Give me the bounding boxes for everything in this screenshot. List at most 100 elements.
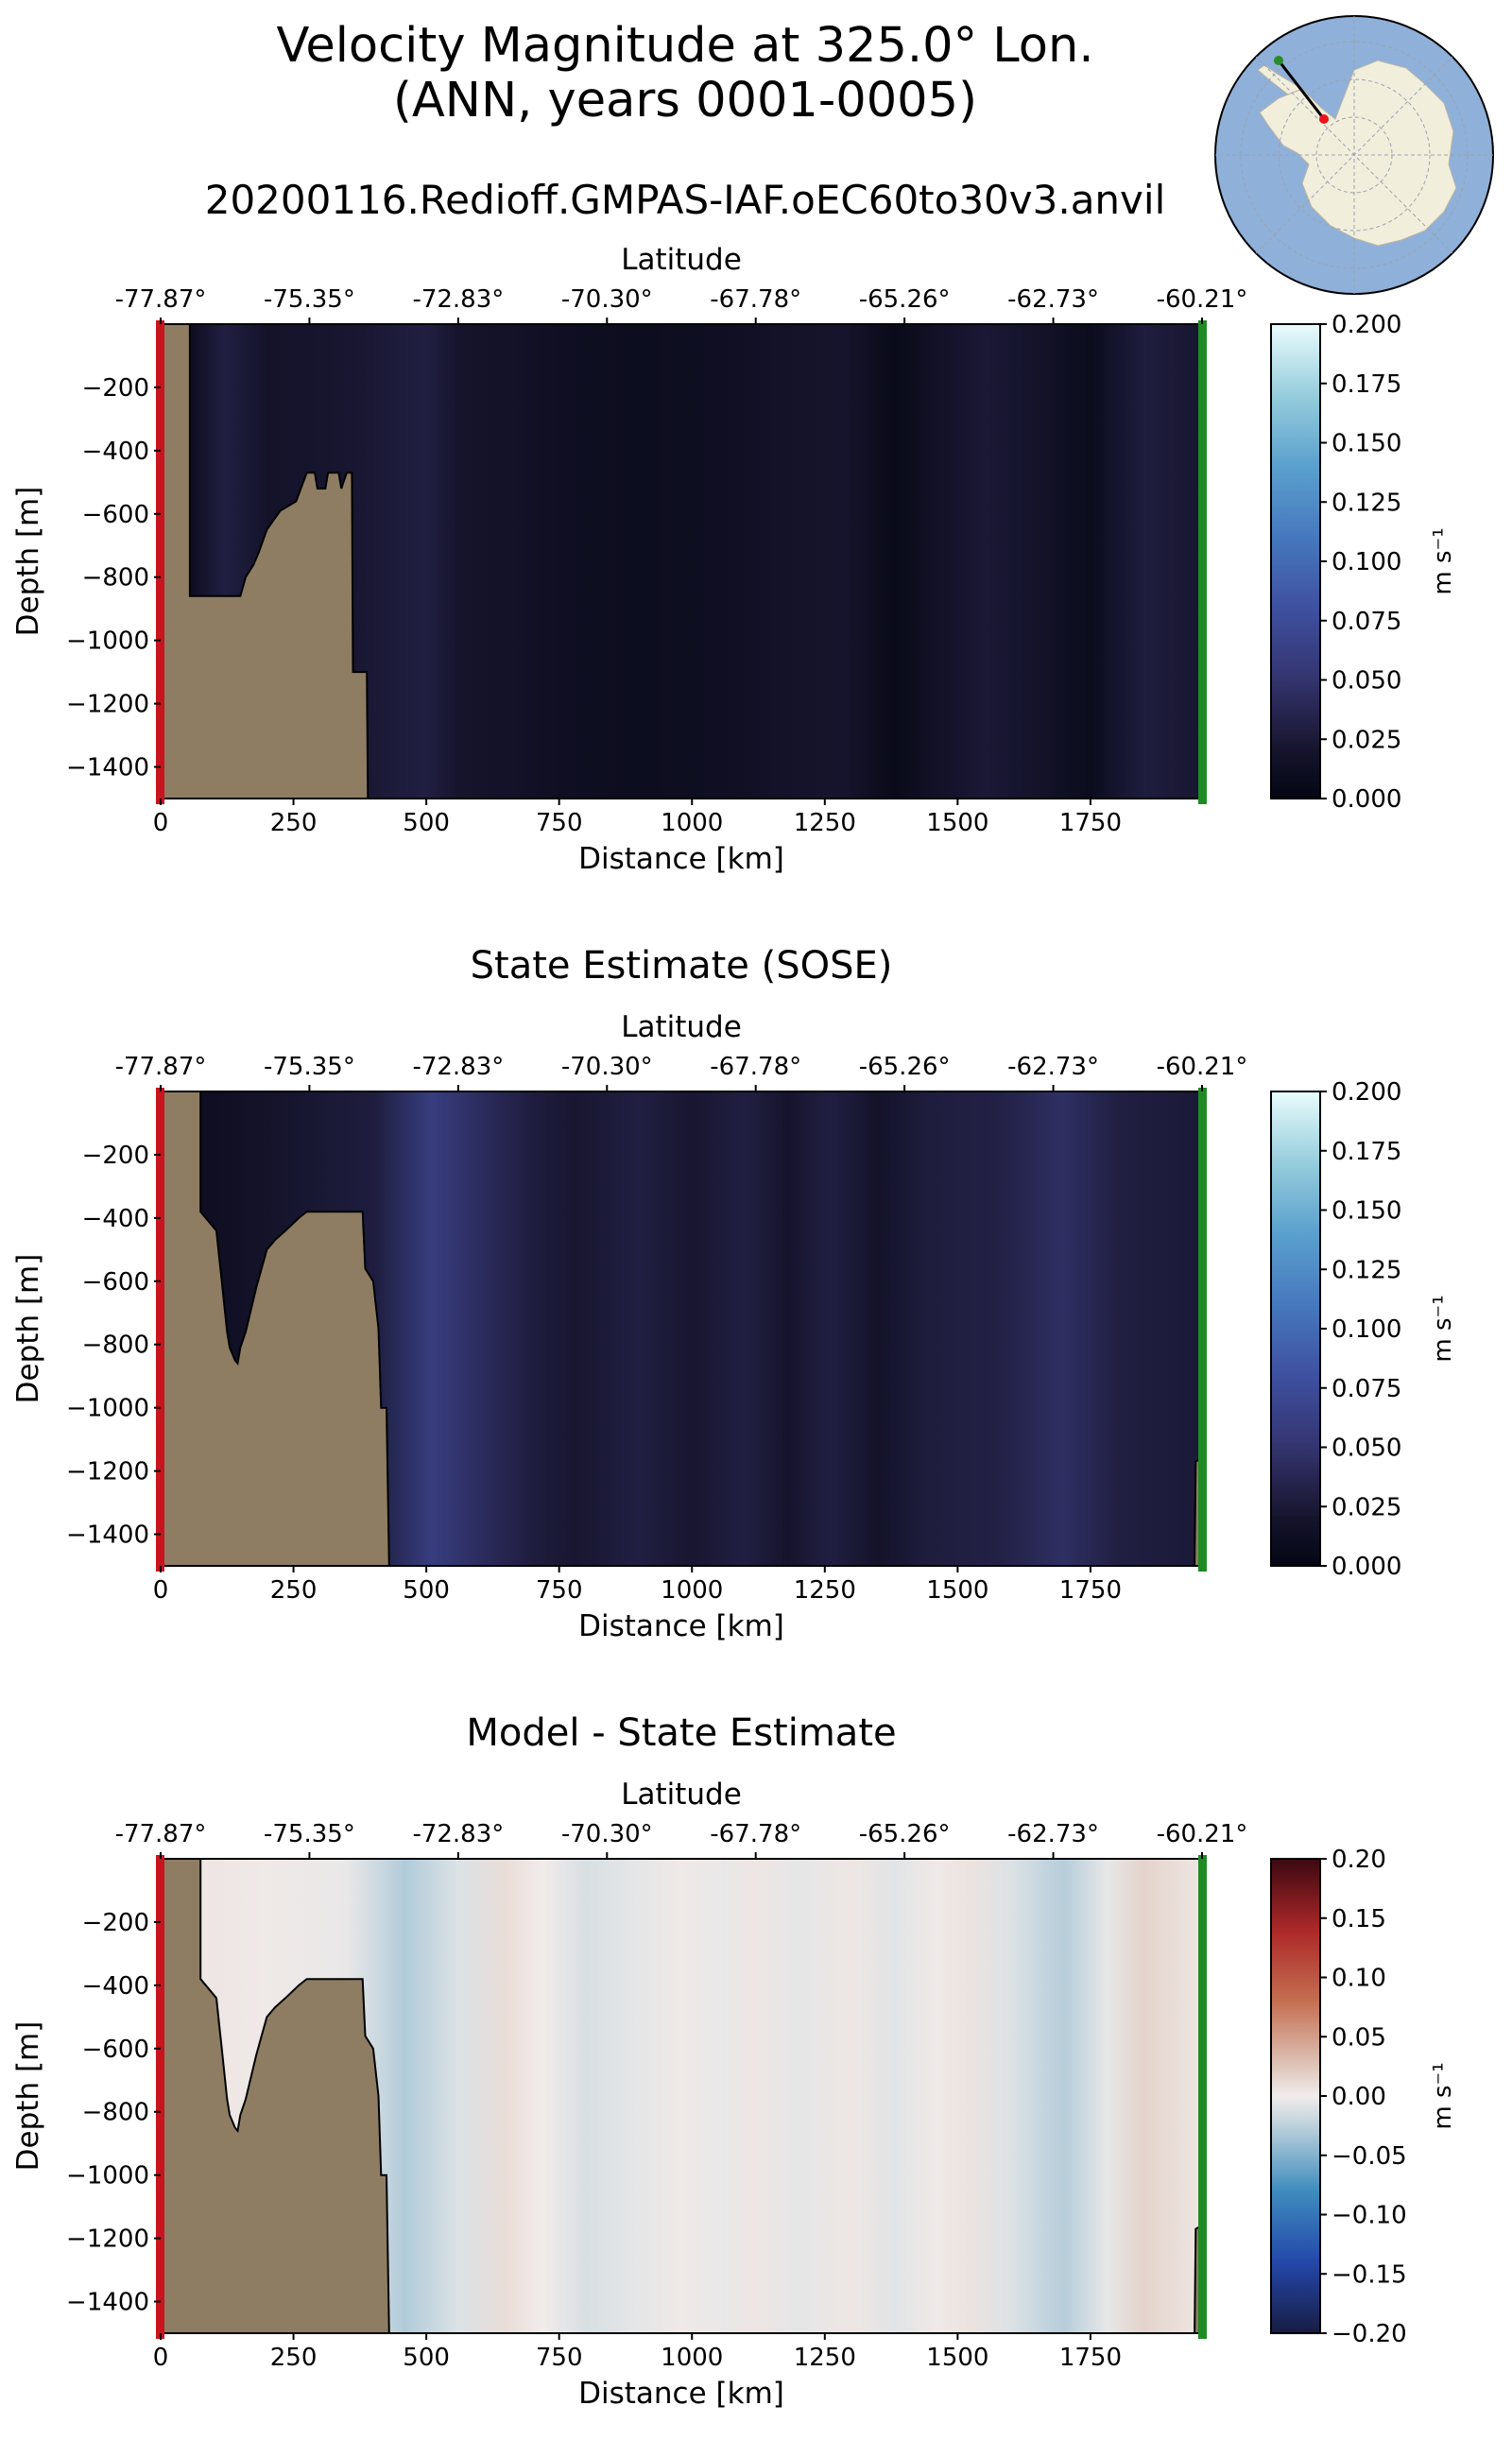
colorbar-tick-label: 0.125 [1332,489,1401,517]
top-tick-label: -67.78° [710,1820,801,1848]
top-tick-label: -60.21° [1157,285,1248,314]
x-tick-label: 1750 [1059,1576,1122,1605]
colorbar-tick-label: 0.075 [1332,1375,1401,1403]
colorbar-tick-label: 0.025 [1332,726,1401,754]
transect-start-marker [156,1855,164,2339]
top-tick-label: -67.78° [710,1053,801,1081]
colorbar [1270,1091,1321,1567]
x-tick-label: 1750 [1059,809,1122,837]
colorbar-tick-label: 0.05 [1332,2023,1386,2052]
top-tick-label: -75.35° [264,285,355,314]
colorbar-tick-label: 0.100 [1332,548,1401,576]
colorbar-tick-label: 0.150 [1332,1197,1401,1226]
colorbar-tick-label: −0.10 [1332,2202,1407,2230]
top-axis-label: Latitude [621,1010,742,1044]
y-tick-label: −1200 [66,691,149,719]
colorbar-tick-label: −0.05 [1332,2142,1407,2171]
top-axis-label: Latitude [621,1778,742,1812]
y-tick-label: −200 [82,374,149,403]
panel-3: Model - State Estimate 0 250 500 750 1000 1250… [11,1711,1457,2411]
y-tick-label: −1000 [66,1395,149,1423]
transect-end-marker [1198,1088,1207,1572]
top-tick-label: -77.87° [115,285,207,314]
colorbar [1270,1858,1321,2334]
x-tick-label: 1750 [1059,2344,1122,2372]
y-tick-label: −400 [82,1972,149,2001]
top-tick-label: -77.87° [115,1820,207,1848]
x-axis-label: Distance [km] [578,842,784,876]
top-tick-label: -72.83° [412,1053,504,1081]
x-tick-label: 500 [403,1576,450,1605]
y-tick-label: −800 [82,2099,149,2127]
top-tick-label: -70.30° [561,285,653,314]
panel-title: State Estimate (SOSE) [471,944,893,988]
colorbar-label: m s⁻¹ [1429,1295,1457,1362]
transect-start-marker [156,1088,164,1572]
y-axis-label: Depth [m] [11,1254,45,1404]
y-tick-label: −1400 [66,1521,149,1550]
x-tick-label: 0 [153,809,169,837]
y-tick-label: −600 [82,2036,149,2064]
y-tick-label: −1200 [66,1458,149,1486]
top-tick-label: -65.26° [859,1053,951,1081]
panel-2: State Estimate (SOSE) 0 250 500 750 1000 1250 1… [11,944,1457,1643]
x-tick-label: 500 [403,2344,450,2372]
y-tick-label: −1400 [66,2289,149,2317]
x-tick-label: 750 [536,809,583,837]
top-tick-label: -62.73° [1007,1053,1099,1081]
colorbar-tick-label: 0.175 [1332,1138,1401,1166]
transect-start-dot [1319,114,1329,124]
y-tick-label: −1200 [66,2225,149,2254]
colorbar-tick-label: 0.050 [1332,667,1401,696]
colorbar-tick-label: 0.000 [1332,1553,1401,1581]
y-tick-label: −200 [82,1142,149,1170]
seafloor-left [160,1858,390,2334]
top-tick-label: -65.26° [859,1820,951,1848]
antarctic-peninsula [1257,64,1304,95]
colorbar-tick-label: 0.15 [1332,1905,1386,1933]
top-tick-label: -72.83° [412,1820,504,1848]
x-tick-label: 1500 [926,2344,988,2372]
x-axis-label: Distance [km] [578,2377,784,2411]
y-tick-label: −200 [82,1909,149,1937]
x-tick-label: 1250 [794,809,856,837]
x-tick-label: 1250 [794,2344,856,2372]
top-tick-label: -60.21° [1157,1820,1248,1848]
run-name: 20200116.Redioff.GMPAS-IAF.oEC60to30v3.a… [204,177,1166,223]
transect-end-marker [1198,320,1207,804]
top-tick-label: -60.21° [1157,1053,1248,1081]
top-tick-label: -75.35° [264,1820,355,1848]
figure-title: Velocity Magnitude at 325.0° Lon. [276,18,1094,74]
y-tick-label: −600 [82,1268,149,1297]
y-tick-label: −800 [82,564,149,593]
y-tick-label: −1400 [66,754,149,782]
x-tick-label: 250 [270,809,318,837]
x-tick-label: 1000 [661,1576,723,1605]
top-tick-label: -62.73° [1007,1820,1099,1848]
colorbar-tick-label: 0.00 [1332,2083,1386,2111]
y-tick-label: −400 [82,438,149,466]
y-axis-label: Depth [m] [11,487,45,637]
seafloor-left [160,323,369,799]
top-tick-label: -62.73° [1007,285,1099,314]
colorbar-tick-label: 0.075 [1332,608,1401,636]
colorbar-tick-label: 0.10 [1332,1965,1386,1993]
y-tick-label: −1000 [66,2162,149,2191]
x-tick-label: 0 [153,1576,169,1605]
top-tick-label: -72.83° [412,285,504,314]
colorbar-tick-label: 0.000 [1332,785,1401,814]
figure-subtitle: (ANN, years 0001-0005) [393,73,977,129]
x-tick-label: 1500 [926,809,988,837]
top-axis-label: Latitude [621,243,742,277]
x-tick-label: 0 [153,2344,169,2372]
colorbar-tick-label: 0.125 [1332,1256,1401,1284]
transect-line [1277,60,1326,120]
x-tick-label: 1000 [661,2344,723,2372]
colorbar-tick-label: 0.150 [1332,430,1401,458]
colorbar-label: m s⁻¹ [1429,527,1457,594]
panel-title: Model - State Estimate [466,1711,896,1755]
y-axis-label: Depth [m] [11,2021,45,2172]
transect-start-marker [156,320,164,804]
top-tick-label: -75.35° [264,1053,355,1081]
x-tick-label: 1250 [794,1576,856,1605]
